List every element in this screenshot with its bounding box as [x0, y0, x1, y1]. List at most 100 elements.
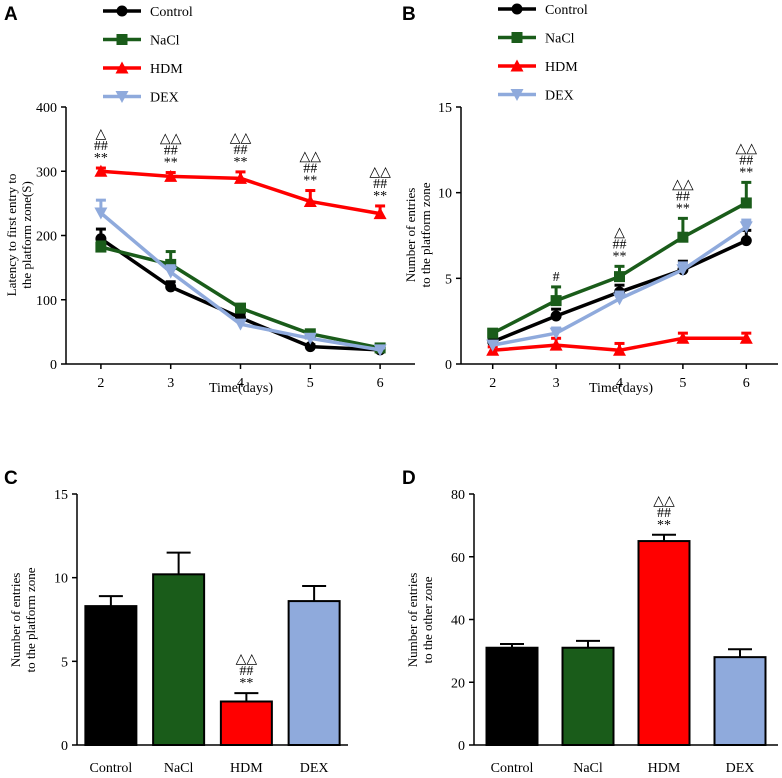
panel-c-bar-chart: C Number of entries to the platform zone… — [4, 468, 348, 776]
x-tick-label-control: Control — [89, 761, 132, 776]
legend-label-control: Control — [545, 3, 588, 18]
legend-marker-dex — [510, 89, 524, 101]
data-point-hdm — [94, 164, 108, 177]
y-tick-label: 100 — [36, 294, 57, 309]
significance-hash: ## — [234, 143, 248, 158]
data-point-dex — [94, 207, 108, 220]
y-axis-label-line2: to the platform zone — [418, 182, 433, 287]
data-point-dex — [373, 344, 387, 357]
legend-marker-nacl — [511, 32, 523, 43]
data-point-nacl — [487, 327, 499, 339]
data-point-hdm — [164, 169, 178, 182]
legend-label-nacl: NaCl — [150, 34, 180, 49]
significance-hash: ## — [164, 144, 178, 159]
data-point-nacl — [677, 231, 689, 243]
y-tick-label: 200 — [36, 230, 57, 245]
legend-label-hdm: HDM — [150, 62, 183, 77]
legend-label-hdm: HDM — [545, 60, 578, 75]
significance-star: ** — [613, 249, 627, 264]
y-tick-label: 10 — [54, 572, 68, 587]
y-tick-label: 0 — [445, 358, 452, 373]
x-tick-label: 4 — [237, 376, 244, 391]
significance-hash: ## — [676, 189, 690, 204]
significance-star: ** — [676, 201, 690, 216]
bar-nacl — [561, 646, 615, 746]
x-tick-label-nacl: NaCl — [573, 761, 603, 776]
panel-label-c: C — [4, 468, 18, 489]
x-axis-label: Time(days) — [589, 381, 653, 396]
x-tick-label: 5 — [307, 376, 314, 391]
data-point-dex — [486, 339, 500, 352]
legend-marker-hdm — [510, 59, 524, 72]
y-tick-label: 80 — [451, 488, 465, 503]
x-tick-label: 5 — [679, 376, 686, 391]
data-point-dex — [613, 293, 626, 306]
y-axis-label-line1: Number of entries — [405, 573, 420, 668]
significance-star: ** — [94, 151, 108, 166]
x-tick-label: 6 — [743, 376, 750, 391]
data-point-hdm — [676, 331, 690, 344]
y-tick-label: 0 — [458, 739, 465, 754]
data-point-dex — [303, 332, 317, 345]
bar-control — [485, 646, 539, 746]
legend-label-control: Control — [150, 5, 193, 20]
x-tick-label-nacl: NaCl — [164, 761, 194, 776]
significance-star: ** — [234, 155, 248, 170]
data-point-dex — [549, 327, 563, 340]
y-axis-label-line1: Number of entries — [403, 188, 418, 283]
x-tick-label-hdm: HDM — [230, 761, 263, 776]
x-tick-label-control: Control — [491, 761, 534, 776]
x-tick-label: 4 — [616, 376, 623, 391]
data-point-nacl — [235, 302, 246, 314]
x-tick-label: 3 — [553, 376, 560, 391]
data-point-nacl — [740, 197, 752, 209]
bar-dex — [287, 600, 341, 746]
significance-hash: # — [553, 270, 560, 285]
legend-marker-hdm — [115, 61, 129, 74]
significance-triangle: △△ — [160, 132, 182, 147]
legend-marker-control — [116, 5, 128, 17]
data-point-hdm — [739, 331, 753, 344]
y-tick-label: 15 — [438, 101, 452, 116]
y-axis-label-line2: the platform zone(S) — [19, 181, 34, 289]
panel-label-d: D — [402, 468, 416, 489]
significance-hash: ## — [657, 506, 671, 521]
significance-hash: ## — [739, 153, 753, 168]
bar-dex — [713, 656, 767, 747]
y-tick-label: 0 — [61, 739, 68, 754]
x-tick-label: 6 — [377, 376, 384, 391]
data-point-nacl — [614, 271, 625, 283]
y-tick-label: 20 — [451, 676, 465, 691]
significance-star: ** — [657, 518, 671, 533]
series-line-nacl — [100, 245, 381, 350]
bar-hdm — [219, 700, 273, 747]
data-point-nacl — [550, 295, 562, 307]
y-tick-label: 300 — [36, 165, 57, 180]
x-tick-label: 2 — [489, 376, 496, 391]
data-point-control — [550, 310, 562, 322]
panel-label-a: A — [4, 4, 18, 25]
x-tick-label: 3 — [167, 376, 174, 391]
significance-star: ** — [239, 676, 253, 691]
x-tick-label: 2 — [97, 376, 104, 391]
significance-star: ** — [164, 156, 178, 171]
legend: Control NaCl HDM DEX — [498, 3, 588, 104]
panel-d-bar-chart: D Number of entries to the other zone 0 2… — [402, 468, 778, 776]
data-point-dex — [676, 264, 690, 277]
legend-marker-dex — [115, 91, 129, 103]
y-tick-label: 15 — [54, 488, 68, 503]
significance-star: ** — [303, 174, 317, 189]
data-point-control — [165, 281, 177, 293]
y-tick-label: 40 — [451, 614, 465, 629]
significance-triangle: △△ — [230, 131, 252, 146]
y-tick-label: 5 — [445, 272, 452, 287]
significance-hash: ## — [613, 237, 627, 252]
significance-triangle: △△ — [369, 165, 391, 180]
data-point-hdm — [613, 343, 626, 356]
panel-a-line-chart: A Control NaCl HDM DEX Latency to first ent… — [4, 4, 415, 396]
legend: Control NaCl HDM DEX — [103, 5, 193, 106]
y-tick-label: 0 — [50, 358, 57, 373]
significance-hash: ## — [303, 162, 317, 177]
significance-hash: ## — [239, 664, 253, 679]
significance-triangle: △ — [614, 225, 625, 240]
